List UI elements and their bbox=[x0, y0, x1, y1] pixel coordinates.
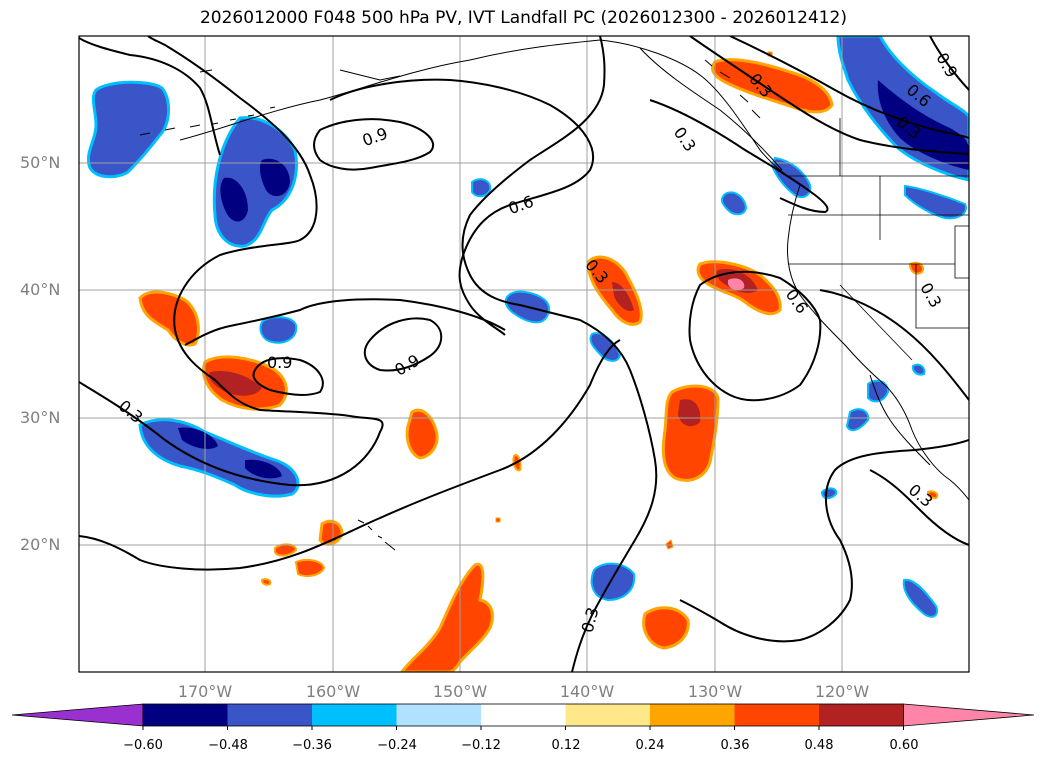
positive-core bbox=[612, 282, 634, 312]
contour-06-main bbox=[184, 78, 595, 346]
lon-label: 120°W bbox=[814, 682, 870, 701]
contour-06-ne bbox=[649, 99, 829, 214]
negative-region bbox=[259, 316, 298, 344]
contour-03-main bbox=[79, 36, 384, 487]
lon-label: 130°W bbox=[687, 682, 743, 701]
negative-regions bbox=[86, 36, 969, 618]
contour-03-right bbox=[461, 36, 658, 672]
contour-09-west bbox=[252, 357, 324, 397]
colorbar-segment bbox=[565, 704, 651, 726]
contour-03-sw bbox=[79, 339, 621, 571]
colorbar-tick-label: 0.12 bbox=[551, 738, 581, 753]
negative-region bbox=[590, 562, 636, 602]
colorbar-tick-label: 0.60 bbox=[889, 738, 919, 753]
positive-region bbox=[908, 261, 924, 275]
colorbar-tick-label: 0.36 bbox=[720, 738, 750, 753]
alaska-islands bbox=[339, 59, 761, 119]
negative-region bbox=[820, 487, 838, 500]
positive-region bbox=[405, 408, 439, 460]
hawaii-islands bbox=[357, 519, 396, 551]
lon-label: 150°W bbox=[432, 682, 488, 701]
lon-label: 170°W bbox=[177, 682, 233, 701]
lat-label: 50°N bbox=[20, 153, 61, 172]
positive-region bbox=[294, 559, 326, 577]
positive-region bbox=[661, 384, 720, 482]
alaska-coast bbox=[179, 39, 801, 186]
colorbar-segment bbox=[650, 704, 735, 726]
colorbar-tick-label: −0.24 bbox=[377, 738, 417, 753]
negative-region bbox=[904, 184, 967, 220]
west-coast bbox=[787, 184, 969, 501]
lat-label: 30°N bbox=[20, 408, 61, 427]
colorbar-segment bbox=[312, 704, 397, 726]
baja-coast bbox=[869, 374, 931, 466]
positive-core bbox=[678, 399, 701, 427]
colorbar-segment bbox=[734, 704, 820, 726]
negative-core bbox=[877, 80, 969, 170]
negative-core bbox=[220, 158, 290, 222]
positive-region bbox=[495, 517, 501, 523]
colorbar-segment bbox=[227, 704, 313, 726]
colorbar-tick-label: −0.60 bbox=[123, 738, 163, 753]
lon-label: 160°W bbox=[305, 682, 361, 701]
colorbar-segment bbox=[396, 704, 482, 726]
negative-core bbox=[178, 427, 282, 479]
lat-label: 40°N bbox=[20, 280, 61, 299]
colorbar-tick-label: −0.12 bbox=[461, 738, 501, 753]
map-border bbox=[78, 35, 970, 673]
colorbar-extend-min bbox=[11, 703, 144, 727]
lon-label: 140°W bbox=[559, 682, 615, 701]
bc-coast bbox=[639, 47, 783, 171]
colorbar-segment bbox=[143, 704, 228, 726]
negative-region bbox=[720, 191, 748, 216]
negative-region bbox=[471, 178, 492, 198]
colorbar-tick-label: −0.36 bbox=[292, 738, 332, 753]
positive-core bbox=[209, 370, 262, 396]
map-area bbox=[79, 36, 969, 672]
colorbar-extend-max bbox=[903, 703, 1035, 727]
contour-06-se bbox=[688, 270, 822, 402]
positive-region bbox=[138, 290, 200, 347]
contour-09-ne bbox=[929, 36, 969, 91]
colorbar-tick-label: −0.48 bbox=[208, 738, 248, 753]
negative-region bbox=[902, 578, 938, 618]
contour-09-north bbox=[313, 118, 435, 171]
state-borders bbox=[788, 118, 969, 361]
lat-label: 20°N bbox=[20, 535, 61, 554]
colorbar-frame bbox=[142, 703, 904, 727]
colorbar-tick-label: 0.24 bbox=[635, 738, 665, 753]
contour-06-nw bbox=[79, 37, 221, 156]
positive-region bbox=[260, 578, 272, 586]
contour-label: 0.9 bbox=[267, 353, 292, 372]
colorbar-segment bbox=[819, 704, 904, 726]
colorbar-segment bbox=[481, 704, 566, 726]
contour-03-east bbox=[679, 289, 969, 643]
positive-region bbox=[642, 606, 690, 650]
positive-max bbox=[728, 278, 745, 291]
negative-region bbox=[911, 363, 926, 376]
pv-contours bbox=[79, 36, 969, 672]
positive-region bbox=[926, 490, 939, 500]
coastlines bbox=[139, 39, 969, 551]
map-title: 2026012000 F048 500 hPa PV, IVT Landfall… bbox=[199, 8, 847, 28]
contour-03-right2 bbox=[689, 36, 969, 155]
aleutians bbox=[139, 69, 276, 136]
contour-09-mid bbox=[363, 317, 443, 372]
negative-region bbox=[867, 379, 890, 403]
contour-03-se bbox=[869, 469, 969, 546]
colorbar-tick-label: 0.48 bbox=[804, 738, 834, 753]
colorbar bbox=[11, 703, 1035, 730]
contour-06-ne2 bbox=[729, 36, 969, 139]
negative-region bbox=[845, 408, 870, 432]
negative-region bbox=[86, 80, 170, 179]
